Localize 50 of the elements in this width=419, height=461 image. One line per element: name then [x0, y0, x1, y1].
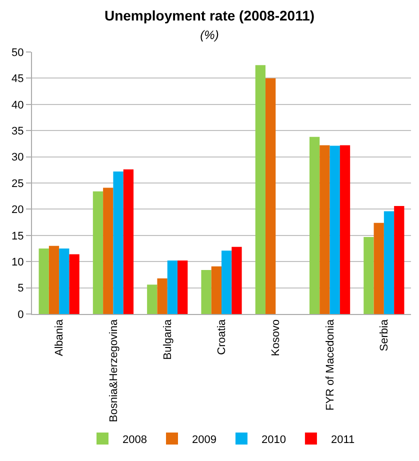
y-tick-label: 10 — [12, 256, 24, 268]
x-tick-label: Croatia — [216, 318, 228, 355]
bar — [394, 206, 404, 314]
y-tick-label: 30 — [12, 152, 24, 164]
bar — [38, 248, 49, 314]
legend-label: 2011 — [330, 434, 355, 446]
x-tick-label: Kosovo — [270, 319, 282, 356]
bar — [178, 260, 188, 314]
x-tick-label: Albania — [54, 318, 66, 356]
bar — [201, 270, 212, 314]
bar — [320, 145, 330, 314]
bar — [157, 278, 168, 314]
bar — [113, 171, 124, 314]
y-tick-label: 5 — [18, 282, 24, 295]
bar — [211, 266, 222, 314]
bar — [340, 145, 350, 314]
bar — [309, 136, 320, 314]
x-tick-label: Bulgaria — [162, 318, 174, 360]
chart-subtitle: (%) — [200, 28, 219, 42]
bar — [222, 250, 232, 314]
y-tick-label: 15 — [12, 230, 24, 242]
bar — [374, 222, 384, 314]
bar — [103, 188, 114, 314]
legend-label: 2010 — [261, 434, 286, 446]
y-tick-label: 20 — [12, 204, 24, 216]
bar — [265, 78, 276, 314]
legend-label: 2009 — [192, 434, 216, 446]
bar — [167, 260, 178, 314]
x-tick-label: Bosnia&Herzegovina — [108, 318, 120, 422]
bar — [69, 254, 80, 314]
x-tick-label: FYR of Macedonia — [324, 318, 336, 411]
y-tick-label: 45 — [12, 73, 24, 86]
bar — [232, 246, 242, 314]
bar — [48, 246, 60, 314]
y-tick-label: 0 — [18, 308, 24, 321]
bar — [384, 211, 394, 314]
chart-title: Unemployment rate (2008-2011) — [104, 8, 315, 24]
bar — [255, 65, 266, 314]
bar — [123, 169, 134, 314]
bar — [59, 248, 70, 314]
y-tick-label: 35 — [12, 125, 24, 138]
y-tick-label: 40 — [12, 99, 24, 112]
legend-label: 2008 — [122, 434, 147, 446]
bar — [92, 191, 104, 314]
y-tick-label: 25 — [12, 178, 24, 190]
bar — [364, 236, 374, 314]
y-tick-label: 50 — [12, 46, 24, 59]
x-tick-label: Serbia — [378, 318, 391, 352]
bar — [330, 146, 340, 314]
bar — [147, 284, 158, 314]
